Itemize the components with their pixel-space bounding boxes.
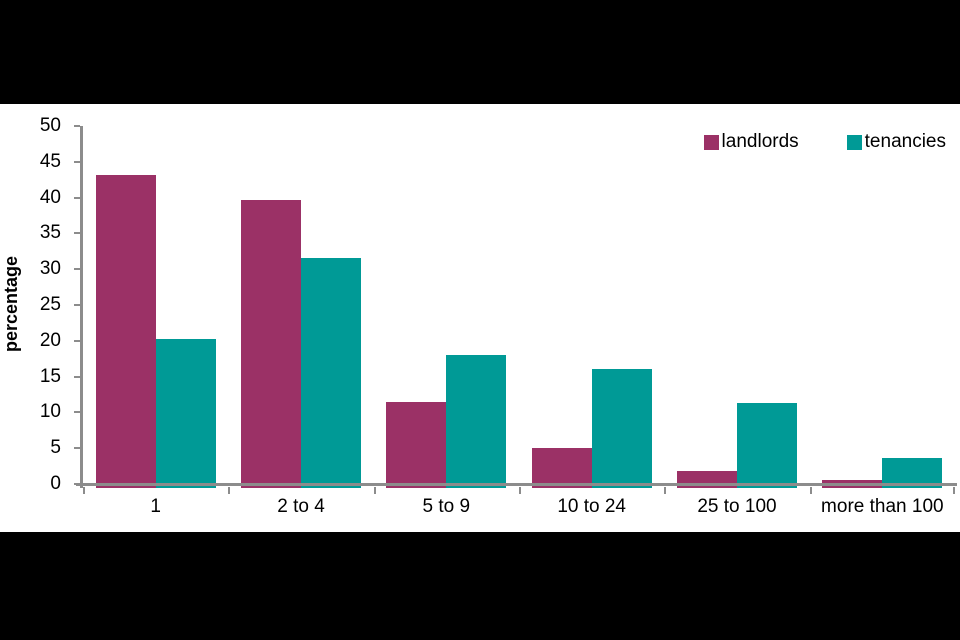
bar-tenancies-5-to-9 [446, 355, 507, 488]
y-axis-tick-label: 45 [39, 150, 61, 172]
y-axis-tick [74, 232, 80, 235]
x-axis-tick-label: 25 to 100 [697, 496, 777, 517]
y-axis-tick [74, 268, 80, 271]
y-axis-tick-label: 20 [39, 329, 61, 351]
x-axis-tick [228, 487, 231, 494]
y-axis-tick-label: 0 [50, 473, 61, 494]
bar-landlords-2-to-4 [241, 200, 301, 488]
x-axis-tick-label: 2 to 4 [277, 496, 325, 517]
x-axis-line [76, 483, 957, 486]
y-axis-tick-label: 50 [39, 115, 61, 136]
x-axis-tick-label: 1 [150, 496, 161, 517]
y-axis-tick-label: 40 [39, 186, 61, 208]
bar-tenancies-10-to-24 [591, 369, 652, 488]
x-axis-tick-label: more than 100 [821, 496, 944, 517]
plot-area: 0 5 10 15 20 25 30 35 40 45 50 1 2 to 4 5 to 9 10 to 2… [40, 116, 957, 517]
bar-landlords-5-to-9 [386, 401, 447, 488]
y-axis-tick-label: 30 [39, 258, 61, 280]
x-axis-tick [519, 487, 521, 494]
y-axis-line [80, 126, 83, 488]
y-axis-tick [74, 304, 80, 306]
legend-label-tenancies: tenancies [864, 131, 946, 152]
bar-tenancies-1 [155, 338, 216, 488]
letterbox-top [0, 0, 960, 104]
legend-label-landlords: landlords [721, 131, 799, 152]
x-axis-tick [809, 487, 812, 494]
y-axis-tick [74, 196, 80, 199]
x-axis-tick-label: 10 to 24 [557, 496, 626, 517]
bar-tenancies-more-than-100 [882, 457, 943, 488]
x-axis-tick [83, 487, 85, 494]
bar-tenancies-25-to-100 [737, 403, 797, 488]
x-axis-tick [664, 487, 667, 494]
y-axis-tick-label: 10 [39, 401, 61, 423]
y-axis-tick [74, 339, 80, 342]
chart-panel: percentage landlords tenancies 0 5 10 15 20 2… [0, 104, 960, 532]
y-axis-tick-label: 15 [39, 365, 61, 387]
y-axis-tick [74, 375, 80, 378]
bar-landlords-10-to-24 [531, 448, 592, 488]
y-axis-tick-label: 5 [50, 437, 61, 459]
x-axis-tick-label: 5 to 9 [422, 496, 471, 517]
legend-item-landlords: landlords [703, 131, 799, 152]
y-axis-tick [74, 447, 80, 450]
legend-swatch-tenancies [846, 134, 862, 150]
x-axis-tick [953, 487, 955, 494]
bar-tenancies-2-to-4 [301, 257, 361, 488]
y-axis-tick [74, 125, 80, 127]
y-axis-tick [74, 411, 80, 414]
legend-swatch-landlords [703, 134, 719, 150]
legend: landlords tenancies [703, 131, 946, 152]
letterbox-bottom [0, 532, 960, 640]
x-axis-tick [373, 487, 376, 494]
bar-landlords-1 [95, 174, 156, 488]
y-axis-tick [74, 160, 80, 163]
y-axis-tick-label: 25 [39, 294, 61, 315]
y-axis-tick-label: 35 [39, 222, 61, 244]
legend-item-tenancies: tenancies [846, 131, 946, 152]
